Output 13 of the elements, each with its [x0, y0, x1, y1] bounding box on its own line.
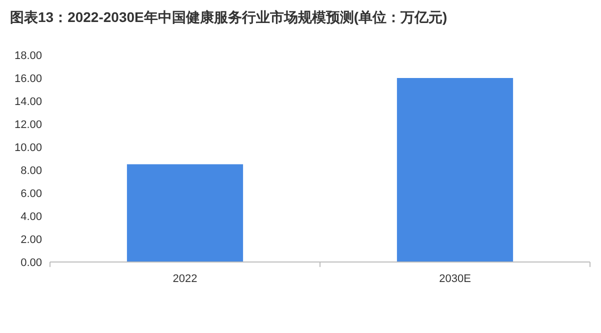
y-tick-label: 4.00 — [20, 211, 42, 223]
title: 图表13：2022-2030E年中国健康服务行业市场规模预测(单位：万亿元) — [10, 9, 448, 25]
y-tick-label: 14.00 — [14, 96, 42, 108]
y-tick-label: 12.00 — [14, 119, 42, 131]
x-tick-label: 2030E — [439, 273, 471, 285]
y-tick-label: 8.00 — [20, 165, 42, 177]
x-tick-label: 2022 — [172, 273, 198, 285]
y-tick-label: 2.00 — [20, 234, 42, 246]
y-tick-label: 0.00 — [20, 257, 42, 269]
y-tick-label: 16.00 — [14, 73, 42, 85]
y-tick-label: 6.00 — [20, 188, 42, 200]
y-tick-label: 10.00 — [14, 142, 42, 154]
y-tick-label: 18.00 — [14, 50, 42, 62]
